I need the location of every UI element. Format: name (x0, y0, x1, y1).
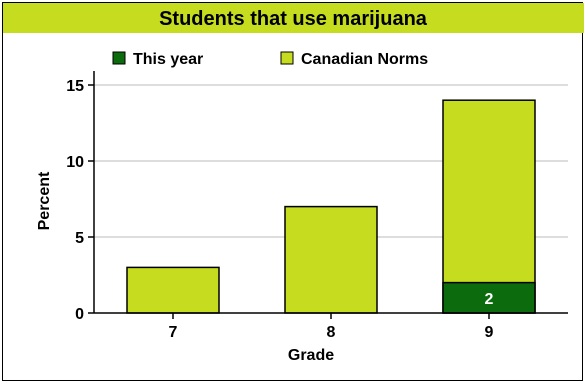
data-label-this-year-grade-9: 2 (485, 291, 494, 308)
y-tick-label: 15 (66, 78, 84, 95)
y-tick-label: 10 (66, 154, 84, 171)
axes (88, 71, 568, 319)
y-tick-label: 0 (75, 306, 84, 323)
x-tick-label: 9 (485, 324, 494, 341)
bar-chart: Students that use marijuana This year Ca… (3, 3, 584, 364)
legend: This year Canadian Norms (112, 51, 428, 68)
y-axis-title: Percent (36, 171, 53, 230)
chart-title: Students that use marijuana (159, 8, 428, 30)
bar-canadian-norms-grade-9 (442, 99, 536, 314)
x-tick-labels: 7 8 9 (169, 324, 494, 341)
y-tick-label: 5 (75, 230, 84, 247)
chart-frame: Students that use marijuana This year Ca… (2, 2, 584, 381)
legend-label-this-year: This year (133, 51, 203, 68)
legend-swatch-this-year (112, 51, 126, 65)
legend-label-canadian-norms: Canadian Norms (301, 51, 428, 68)
x-tick-label: 7 (169, 324, 178, 341)
bar-canadian-norms-grade-8 (284, 205, 378, 314)
legend-swatch-canadian-norms (280, 51, 294, 65)
data-labels: 2 (485, 291, 494, 308)
x-tick-label: 8 (327, 324, 336, 341)
y-tick-labels: 0 5 10 15 (66, 78, 84, 323)
x-axis-title: Grade (288, 347, 334, 364)
bar-canadian-norms-grade-7 (126, 266, 220, 314)
bars (126, 99, 536, 314)
title-band (3, 3, 584, 33)
